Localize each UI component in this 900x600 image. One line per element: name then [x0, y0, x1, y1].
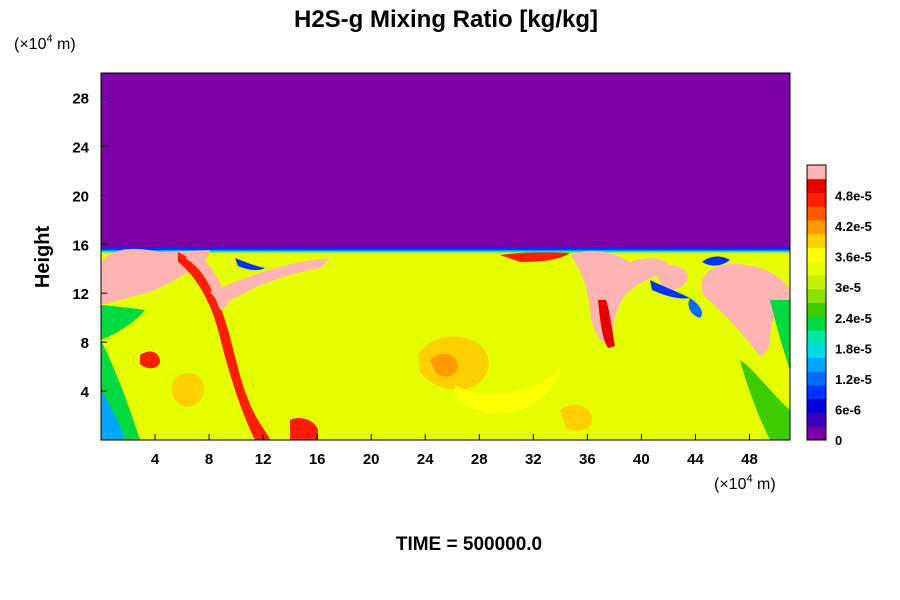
blob-red-bottom	[290, 418, 318, 440]
eddy-center-core	[430, 353, 458, 377]
chart-title: H2S-g Mixing Ratio [kg/kg]	[294, 6, 598, 33]
colorbar-swatch	[807, 178, 826, 193]
x-unit-exp: 4	[746, 473, 752, 485]
colorbar-swatch	[807, 343, 826, 358]
x-tick-label: 16	[309, 451, 326, 468]
x-tick-label: 36	[579, 451, 596, 468]
colorbar-swatch	[807, 220, 826, 235]
y-tick-label: 4	[81, 384, 90, 401]
colorbar-label: 6e-6	[835, 402, 861, 417]
colorbar: 0 6e-6 1.2e-5 1.8e-5 2.4e-5 3e-5 3.6e-5 4.2e-5 4…	[806, 164, 872, 448]
x-axis-ticks: 4 8 12 16 20 24 28 32 36 40 44 48	[151, 434, 758, 468]
colorbar-frame	[806, 164, 827, 441]
y-unit-base: (×10	[14, 36, 47, 53]
time-label: TIME = 500000.0	[396, 534, 542, 555]
colorbar-label: 4.8e-5	[835, 189, 872, 204]
eddy-right-bottom	[560, 404, 592, 431]
streak-top-center	[500, 252, 570, 262]
y-tick-label: 28	[72, 90, 89, 107]
eddy-small-red	[140, 351, 160, 369]
blue-fleck-right	[702, 256, 730, 266]
x-unit-tail: m)	[753, 476, 776, 493]
x-tick-label: 44	[687, 451, 704, 468]
colorbar-swatch	[807, 302, 826, 317]
colorbar-label: 1.8e-5	[835, 341, 872, 356]
x-tick-label: 40	[633, 451, 650, 468]
colorbar-swatch	[807, 206, 826, 221]
eddy-center-yellow	[455, 360, 565, 414]
y-unit-exp: 4	[46, 33, 52, 45]
y-unit-label: (×104 m)	[14, 33, 76, 53]
plot-area	[100, 72, 791, 441]
colorbar-swatch	[807, 412, 826, 427]
colorbar-swatch	[807, 288, 826, 303]
plume-right-small	[658, 265, 688, 290]
colorbar-swatch	[807, 275, 826, 290]
colorbar-label: 3e-5	[835, 280, 861, 295]
colorbar-swatch	[807, 330, 826, 345]
x-tick-label: 4	[151, 451, 160, 468]
eddy-left	[171, 373, 205, 407]
x-tick-label: 28	[471, 451, 488, 468]
plume-right-edge	[598, 300, 615, 348]
x-unit-label: (×104 m)	[714, 473, 776, 493]
colorbar-swatch	[807, 357, 826, 372]
x-tick-label: 12	[255, 451, 272, 468]
y-tick-label: 16	[72, 237, 89, 254]
x-unit-base: (×10	[714, 476, 747, 493]
colorbar-swatch	[807, 398, 826, 413]
y-tick-label: 24	[72, 139, 89, 156]
colorbar-label: 0	[835, 433, 842, 448]
plot-frame	[100, 72, 791, 441]
colorbar-swatch	[807, 426, 826, 441]
blue-band-right	[650, 280, 690, 299]
plume-left-cyan	[101, 390, 125, 440]
colorbar-swatch	[807, 371, 826, 386]
green-right-low	[740, 360, 790, 440]
colorbar-swatch	[807, 165, 826, 180]
y-tick-label: 8	[81, 335, 89, 352]
green-right-edge	[770, 300, 790, 370]
streak-red-left	[178, 252, 270, 440]
x-tick-label: 32	[525, 451, 542, 468]
x-tick-label: 48	[741, 451, 758, 468]
y-axis-label: Height	[32, 226, 54, 289]
colorbar-swatch	[807, 247, 826, 262]
boundary-layer-cyan	[101, 250, 790, 253]
y-unit-tail: m)	[53, 36, 76, 53]
plume-far-right	[701, 264, 790, 356]
colorbar-swatch	[807, 316, 826, 331]
colorbar-label: 1.2e-5	[835, 372, 872, 387]
x-tick-label: 20	[363, 451, 380, 468]
boundary-layer-blue	[101, 247, 790, 251]
colorbar-swatch	[807, 233, 826, 248]
streak-pink-mid	[210, 258, 330, 306]
plume-left-green	[101, 305, 145, 340]
colorbar-label: 3.6e-5	[835, 250, 872, 265]
plume-right-pink	[570, 250, 672, 345]
mixing-ratio-field	[101, 247, 790, 440]
colorbar-label: 4.2e-5	[835, 219, 872, 234]
y-tick-label: 12	[72, 286, 89, 303]
colorbar-swatch	[807, 192, 826, 207]
x-tick-label: 24	[417, 451, 434, 468]
blue-fleck-right2	[688, 298, 702, 318]
blue-fleck	[235, 258, 265, 271]
colorbar-swatch	[807, 385, 826, 400]
y-tick-label: 20	[72, 188, 89, 205]
colorbar-swatch	[807, 261, 826, 276]
x-tick-label: 8	[205, 451, 213, 468]
colorbar-label: 2.4e-5	[835, 311, 872, 326]
y-axis-ticks: 4 8 12 16 20 24 28	[72, 90, 107, 401]
